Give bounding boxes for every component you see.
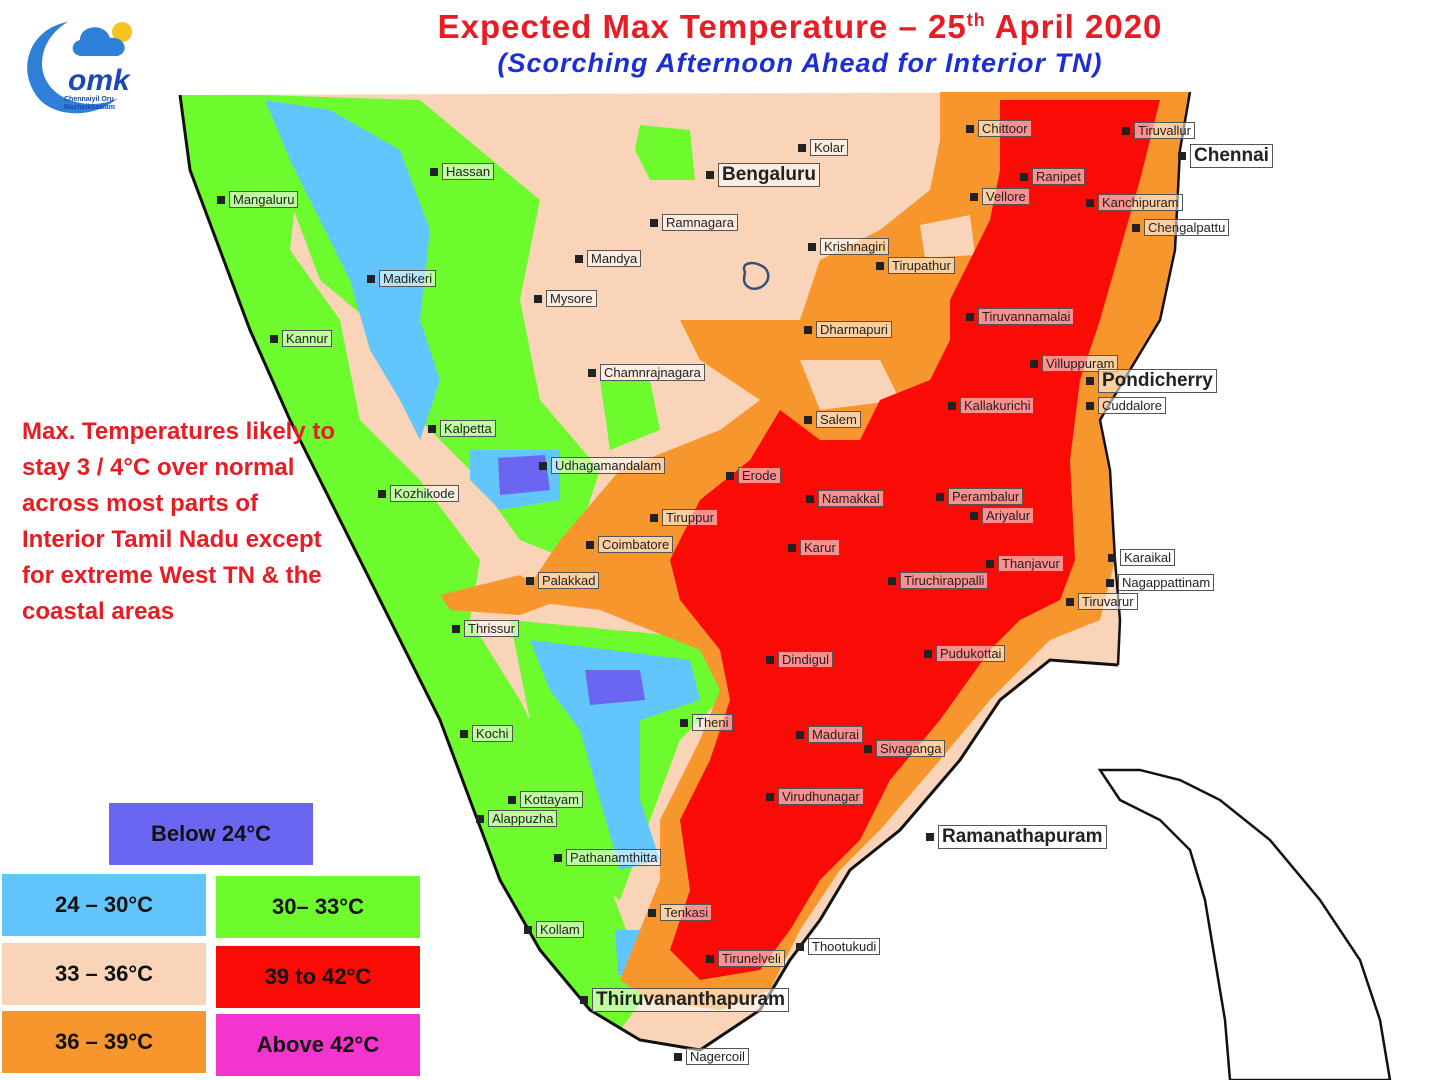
city-tiruvarur: Tiruvarur <box>1066 593 1138 610</box>
city-tiruvannamalai: Tiruvannamalai <box>966 308 1075 325</box>
coastline <box>178 94 1119 1052</box>
zone-30-33-patch-central <box>600 380 660 450</box>
city-kalpetta: Kalpetta <box>428 420 496 437</box>
legend-30-33: 30– 33°C <box>216 876 420 938</box>
cloud-sun-logo-icon: omk <box>27 22 132 114</box>
city-dindigul: Dindigul <box>766 651 833 668</box>
city-tiruchirappalli: Tiruchirappalli <box>888 572 989 589</box>
city-palakkad: Palakkad <box>526 572 600 589</box>
city-mysore: Mysore <box>534 290 597 307</box>
city-vellore: Vellore <box>970 188 1030 205</box>
city-udhagamandalam: Udhagamandalam <box>539 457 666 474</box>
city-kollam: Kollam <box>524 921 584 938</box>
city-chennai: Chennai <box>1178 144 1273 168</box>
svg-text:omk: omk <box>68 64 131 97</box>
legend-33-36: 33 – 36°C <box>2 943 206 1005</box>
legend-39-42: 39 to 42°C <box>216 946 420 1008</box>
zone-24-30-north <box>265 100 440 440</box>
city-namakkal: Namakkal <box>806 490 884 507</box>
city-villuppuram: Villuppuram <box>1030 355 1119 372</box>
city-dharmapuri: Dharmapuri <box>804 321 892 338</box>
city-perambalur: Perambalur <box>936 488 1024 505</box>
city-salem: Salem <box>804 411 861 428</box>
zone-36-39-pocket <box>440 575 560 615</box>
city-pudukottai: Pudukottai <box>924 645 1006 662</box>
city-krishnagiri: Krishnagiri <box>808 238 890 255</box>
city-kochi: Kochi <box>460 725 513 742</box>
logo-text: Chennaiyil Oru Mazhaikkaalam <box>64 96 115 111</box>
city-kallakurichi: Kallakurichi <box>948 397 1035 414</box>
city-nagappattinam: Nagappattinam <box>1106 574 1215 591</box>
city-theni: Theni <box>680 714 733 731</box>
city-erode: Erode <box>726 467 781 484</box>
lake-outline <box>742 261 770 291</box>
zone-24-30-south <box>530 640 700 870</box>
city-kannur: Kannur <box>270 330 332 347</box>
sri-lanka-outline <box>1097 768 1392 1080</box>
city-nagercoil: Nagercoil <box>674 1048 749 1065</box>
city-tenkasi: Tenkasi <box>648 904 713 921</box>
city-alappuzha: Alappuzha <box>476 810 558 827</box>
city-thiruvananthapuram: Thiruvananthapuram <box>580 988 789 1012</box>
zone-33-36-island-b <box>800 360 900 410</box>
city-ramnagara: Ramnagara <box>650 214 738 231</box>
map-subtitle: (Scorching Afternoon Ahead for Interior … <box>497 48 1103 78</box>
city-mandya: Mandya <box>575 250 642 267</box>
city-chittoor: Chittoor <box>966 120 1032 137</box>
city-sivaganga: Sivaganga <box>864 740 946 757</box>
city-virudhunagar: Virudhunagar <box>766 788 864 805</box>
city-chengalpattu: Chengalpattu <box>1132 219 1230 236</box>
legend-above-42: Above 42°C <box>216 1014 420 1076</box>
city-ariyalur: Ariyalur <box>970 507 1035 524</box>
zone-below-24-ooty <box>498 455 550 495</box>
city-coimbatore: Coimbatore <box>586 536 674 553</box>
city-kolar: Kolar <box>798 139 849 156</box>
legend-36-39: 36 – 39°C <box>2 1011 206 1073</box>
map-title: Expected Max Temperature – 25th April 20… <box>437 8 1163 45</box>
city-kozhikode: Kozhikode <box>378 485 459 502</box>
city-ranipet: Ranipet <box>1020 168 1085 185</box>
city-kottayam: Kottayam <box>508 791 583 808</box>
city-karur: Karur <box>788 539 840 556</box>
zone-below-24-south <box>585 670 645 705</box>
forecast-note: Max. Temperatures likely to stay 3 / 4°C… <box>22 418 336 625</box>
city-madurai: Madurai <box>796 726 863 743</box>
city-tiruppur: Tiruppur <box>650 509 718 526</box>
city-kanchipuram: Kanchipuram <box>1086 194 1183 211</box>
city-madikeri: Madikeri <box>367 270 437 287</box>
city-thrissur: Thrissur <box>452 620 519 637</box>
city-bengaluru: Bengaluru <box>706 163 820 187</box>
city-tiruvallur: Tiruvallur <box>1122 122 1195 139</box>
legend-24-30: 24 – 30°C <box>2 874 206 936</box>
city-tirunelveli: Tirunelveli <box>706 950 785 967</box>
zone-30-33-patch-east <box>635 125 695 180</box>
city-ramanathapuram: Ramanathapuram <box>926 825 1107 849</box>
city-mangaluru: Mangaluru <box>217 191 299 208</box>
city-thootukudi: Thootukudi <box>796 938 881 955</box>
city-chamnrajnagara: Chamnrajnagara <box>588 364 705 381</box>
city-hassan: Hassan <box>430 163 495 180</box>
legend-below-24: Below 24°C <box>109 803 313 865</box>
city-karaikal: Karaikal <box>1108 549 1175 566</box>
city-pathanamthitta: Pathanamthitta <box>554 849 662 866</box>
city-thanjavur: Thanjavur <box>986 555 1064 572</box>
city-tirupathur: Tirupathur <box>876 257 955 274</box>
zone-33-36-island-a <box>920 215 975 258</box>
city-cuddalore: Cuddalore <box>1086 397 1166 414</box>
city-pondicherry: Pondicherry <box>1086 369 1217 393</box>
